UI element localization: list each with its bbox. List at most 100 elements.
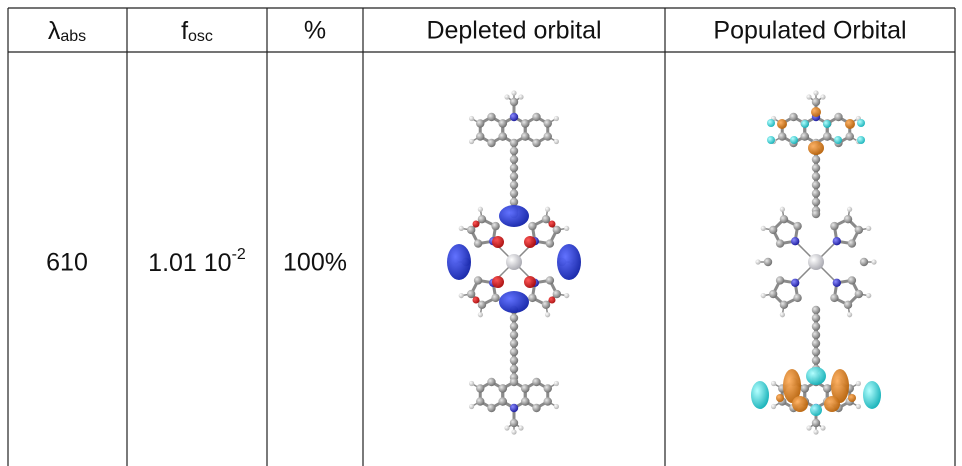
atom <box>811 418 821 428</box>
lobe <box>548 220 556 228</box>
atom <box>487 138 496 148</box>
atom <box>543 384 552 393</box>
atom <box>477 312 484 318</box>
atom <box>847 239 857 248</box>
orbital-lobes <box>751 107 881 416</box>
atom <box>509 322 519 331</box>
atom <box>832 236 842 246</box>
atom <box>528 293 537 303</box>
atom <box>553 380 560 387</box>
lobe <box>524 276 536 288</box>
body-cell: 100% <box>283 249 347 277</box>
lobe <box>472 296 480 304</box>
atom <box>509 180 519 190</box>
atom <box>806 425 812 431</box>
atom <box>476 132 485 141</box>
atom <box>846 206 853 212</box>
atom <box>811 209 821 219</box>
header-cell: % <box>304 17 326 45</box>
atom <box>871 259 877 265</box>
atom <box>811 97 821 107</box>
atom <box>468 380 475 387</box>
atom <box>509 377 519 387</box>
atom <box>509 155 519 164</box>
atom <box>468 138 475 145</box>
lobe <box>447 244 471 280</box>
atom <box>545 276 555 285</box>
atom <box>491 293 500 303</box>
lobe <box>777 119 787 129</box>
atom <box>793 221 802 231</box>
atom <box>763 257 773 267</box>
atom <box>509 172 519 181</box>
atom <box>832 278 842 288</box>
atom <box>811 155 821 164</box>
orbital-lobes <box>447 205 581 313</box>
atom <box>770 403 777 410</box>
atom <box>509 364 519 374</box>
lobe <box>783 369 801 403</box>
lobe <box>824 396 840 412</box>
lobe <box>751 381 769 409</box>
atom <box>793 293 802 303</box>
atom <box>811 172 821 181</box>
atom <box>473 276 483 285</box>
header-cell: Populated Orbital <box>713 17 906 45</box>
atom <box>811 189 821 198</box>
atom <box>476 119 485 128</box>
atom <box>775 276 785 285</box>
lobe <box>492 276 504 288</box>
atom <box>823 384 832 393</box>
lobe <box>845 119 855 129</box>
atom <box>509 418 519 428</box>
lobe <box>499 291 529 313</box>
atom <box>509 112 519 122</box>
atom <box>518 94 524 100</box>
atom <box>511 90 517 96</box>
atom <box>855 403 862 410</box>
atom <box>806 94 812 100</box>
atom <box>458 225 464 232</box>
atom <box>544 312 551 318</box>
atom <box>477 300 487 310</box>
lobe <box>806 367 826 385</box>
atom <box>532 138 541 148</box>
atom <box>468 115 475 122</box>
atom <box>509 356 519 365</box>
lobe <box>548 296 556 304</box>
atom <box>811 347 821 357</box>
atom <box>811 330 821 340</box>
atom <box>487 403 496 413</box>
lobe <box>834 136 842 144</box>
molecule <box>447 90 581 435</box>
atom <box>811 339 821 348</box>
atom <box>847 276 857 285</box>
lobe <box>823 120 831 128</box>
atom <box>544 206 551 212</box>
atom <box>813 429 819 435</box>
lobe <box>857 136 865 144</box>
atom <box>509 339 519 348</box>
lobe <box>472 220 480 228</box>
header-text: λ <box>48 17 61 45</box>
atom <box>521 132 530 141</box>
atom <box>552 289 562 299</box>
atom <box>509 138 519 148</box>
atom <box>859 257 869 267</box>
atom <box>487 112 496 122</box>
atom <box>843 300 853 310</box>
atom <box>476 397 485 406</box>
atom <box>845 132 854 141</box>
atom <box>487 377 496 387</box>
atom <box>543 119 552 128</box>
header-cell: fosc <box>181 17 213 46</box>
table-rules <box>7 7 956 466</box>
lobe <box>557 244 581 280</box>
atom <box>830 293 839 303</box>
atom <box>811 180 821 190</box>
atom <box>532 112 541 122</box>
lobe <box>801 120 809 128</box>
atom <box>553 115 560 122</box>
atom <box>541 214 551 224</box>
atom <box>509 197 519 207</box>
